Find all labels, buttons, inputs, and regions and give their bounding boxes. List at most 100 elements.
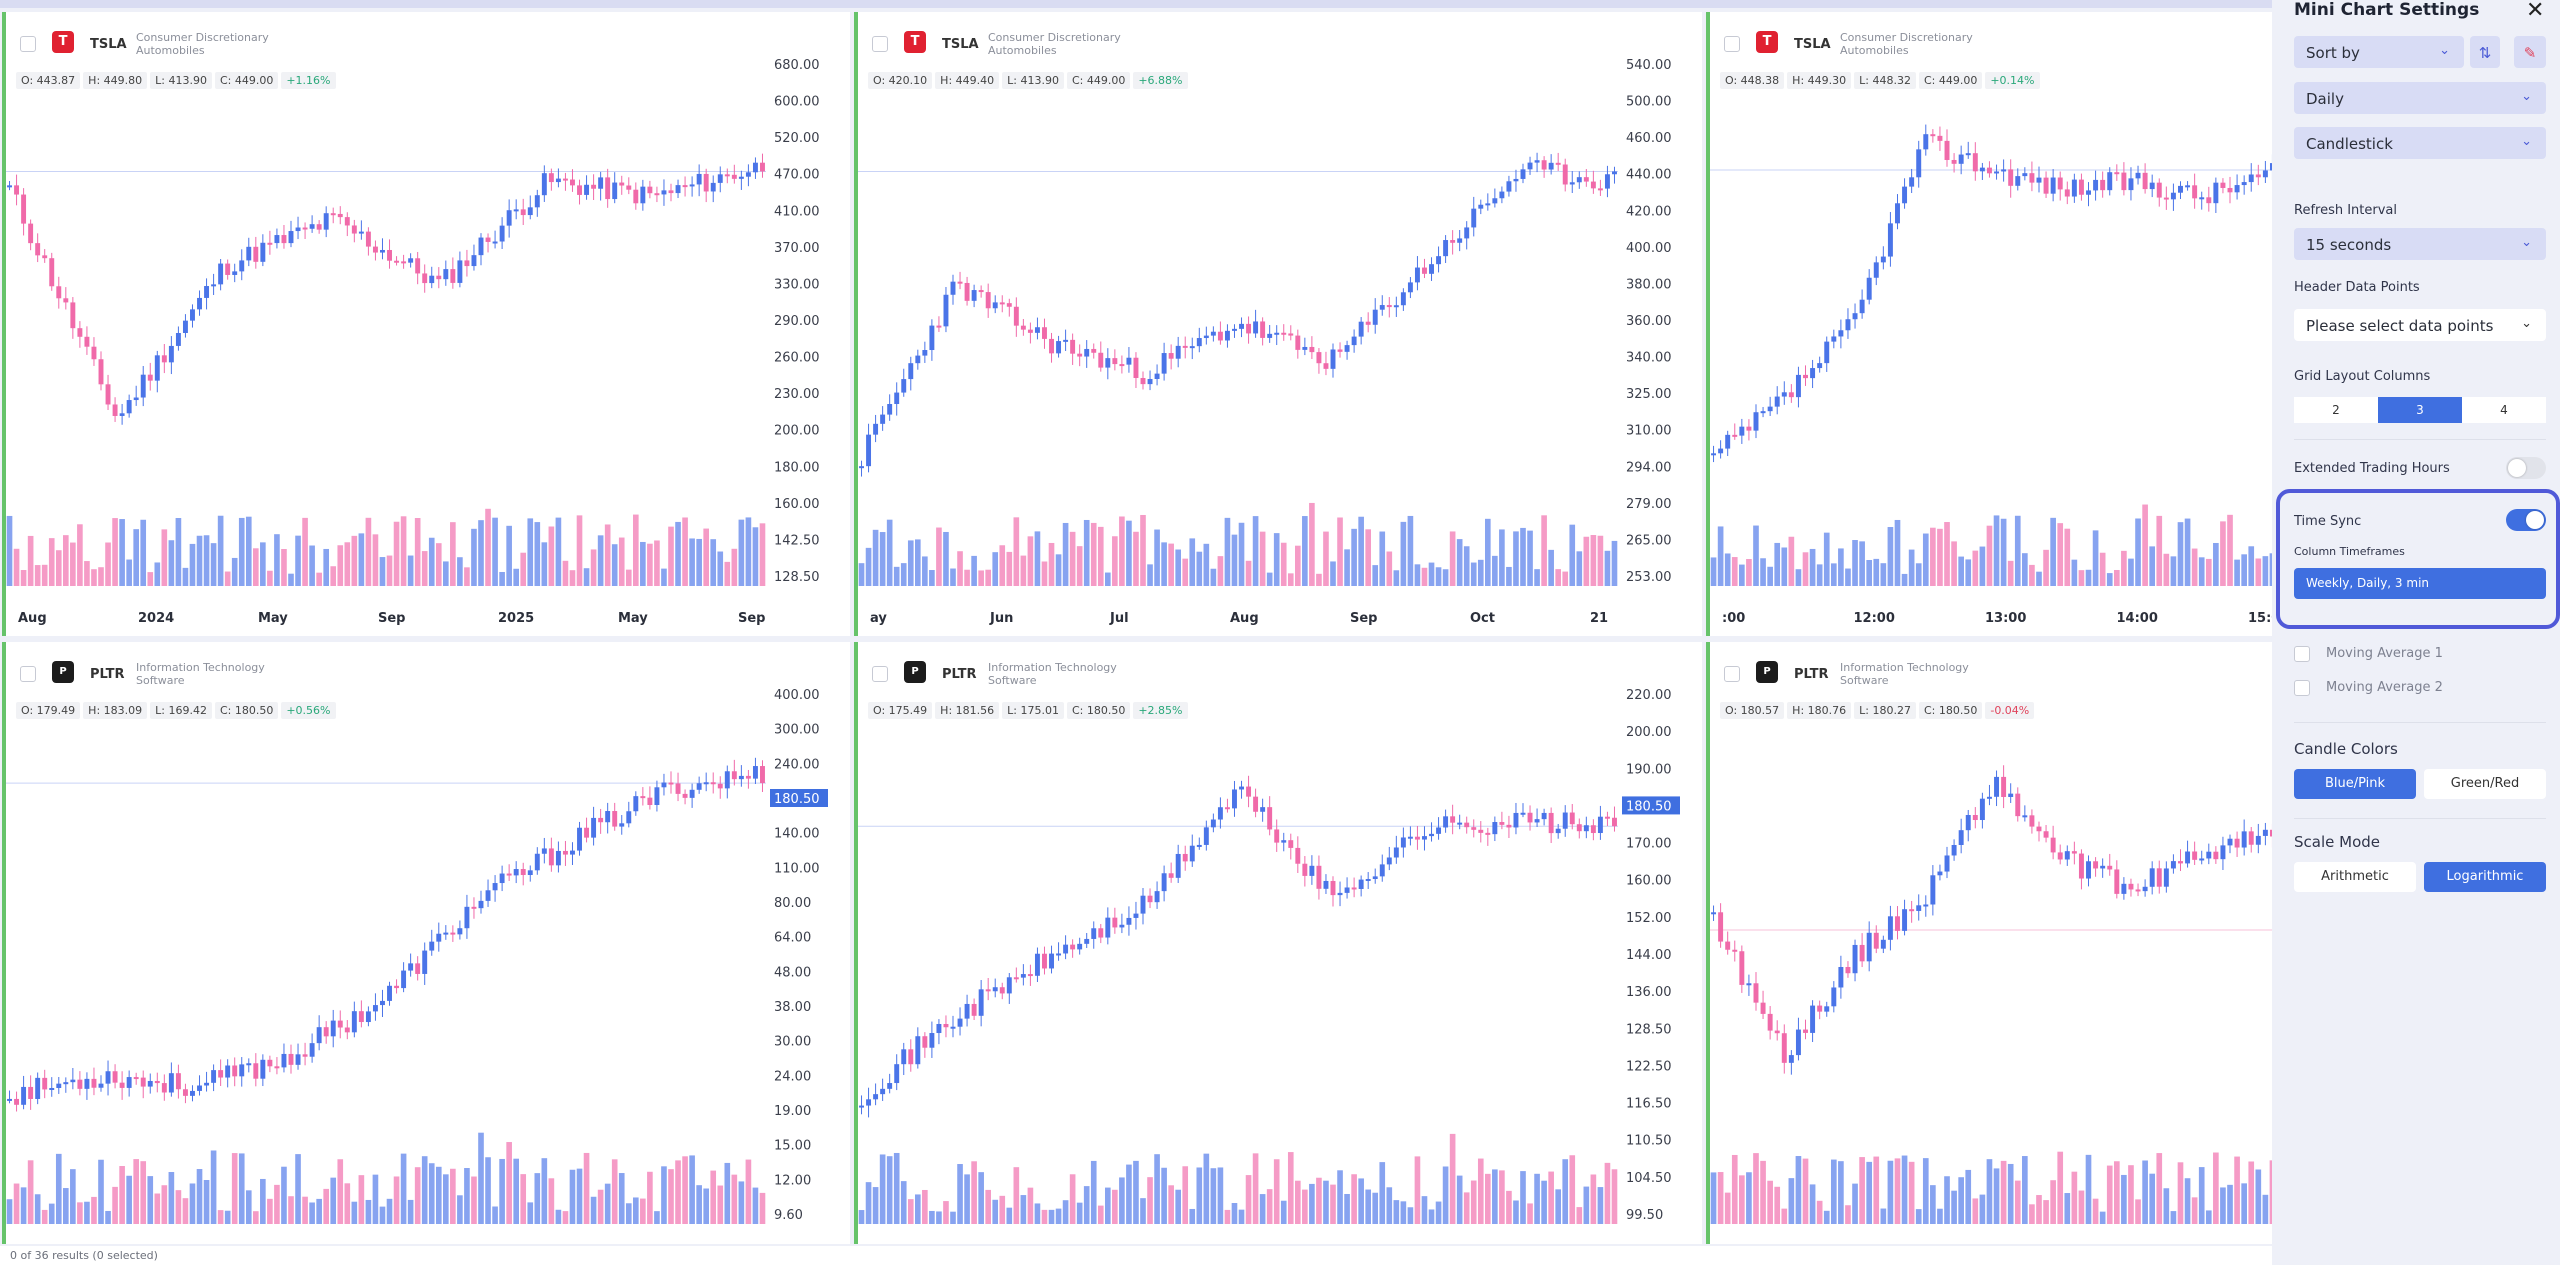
volume-bar	[738, 519, 745, 586]
candle-body	[999, 987, 1005, 994]
volume-bar	[379, 1206, 386, 1224]
ticker-symbol[interactable]: PLTR	[90, 667, 125, 682]
candle-body	[225, 263, 231, 275]
ticker-symbol[interactable]: TSLA	[942, 37, 979, 52]
divider	[2294, 818, 2546, 819]
x-axis-label: 12:00	[1854, 611, 1895, 626]
scale-logarithmic[interactable]: Logarithmic	[2424, 862, 2546, 892]
sort-direction-button[interactable]: ⇅	[2470, 36, 2500, 68]
interval-select[interactable]: Daily ⌄	[2294, 82, 2546, 114]
refresh-interval-select[interactable]: 15 seconds ⌄	[2294, 228, 2546, 260]
mini-chart-panel[interactable]: 680.00 600.00 520.00 470.00 410.00 370.00 330.…	[2, 12, 850, 636]
candle-body	[1386, 857, 1392, 865]
candle-body	[1267, 807, 1273, 830]
sort-by-select[interactable]: Sort by ⌄	[2294, 36, 2464, 68]
mini-chart-panel[interactable]: 540.00 500.00 460.00 440.00 420.00 400.00 380.…	[854, 12, 1702, 636]
volume-bar	[1400, 1201, 1407, 1224]
column-timeframes-select[interactable]: Weekly, Daily, 3 min	[2294, 568, 2546, 599]
volume-bar	[1958, 1177, 1964, 1224]
candle-body	[901, 1049, 907, 1065]
volume-bar	[1993, 1168, 2000, 1224]
volume-bar	[1604, 1162, 1611, 1224]
candle-body	[77, 328, 83, 337]
candlestick-chart[interactable]: 680.00 600.00 520.00 470.00 410.00 370.00 330.…	[6, 12, 850, 636]
candle-body	[2206, 197, 2212, 204]
ticker-symbol[interactable]: TSLA	[90, 37, 127, 52]
candle-body	[1429, 833, 1434, 837]
candlestick-chart[interactable]: 540.00 500.00 460.00 440.00 420.00 400.00 380.…	[858, 12, 1702, 636]
volume-bar	[400, 516, 407, 586]
volume-bar	[717, 1185, 724, 1224]
mini-chart-panel[interactable]: 220.00 200.00 190.00 180.50 170.00 160.00 152.…	[854, 642, 1702, 1244]
y-axis-label: 38.00	[774, 1000, 811, 1015]
candlestick-chart[interactable]	[1710, 642, 2272, 1244]
volume-bar	[1908, 549, 1915, 586]
ticker-symbol[interactable]: PLTR	[1794, 667, 1829, 682]
candle-body	[612, 811, 618, 827]
header-data-points-label: Header Data Points	[2294, 280, 2420, 295]
candle-body	[1604, 816, 1610, 819]
candle-body	[246, 246, 252, 261]
candle-body	[513, 209, 519, 212]
candle-body	[77, 1079, 83, 1089]
candle-body	[1746, 983, 1752, 986]
clear-sort-button[interactable]: ✎	[2514, 36, 2546, 68]
grid-option-3[interactable]: 3	[2378, 397, 2462, 423]
volume-bar	[2198, 1167, 2205, 1224]
y-axis-label: 24.00	[774, 1069, 811, 1084]
select-checkbox[interactable]	[20, 666, 36, 682]
ticker-symbol[interactable]: PLTR	[942, 667, 977, 682]
volume-bar	[1753, 525, 1759, 586]
open-value: O: 443.87	[16, 72, 81, 89]
candlestick-chart[interactable]: 220.00 200.00 190.00 180.50 170.00 160.00 152.…	[858, 642, 1702, 1244]
candle-body	[1006, 977, 1012, 994]
select-checkbox[interactable]	[20, 36, 36, 52]
candle-body	[365, 231, 371, 247]
volume-bar	[2078, 1190, 2085, 1224]
mini-chart-panel[interactable]: P PLTR Information Technology Software O: 18…	[1706, 642, 2272, 1244]
volume-bar	[1562, 1159, 1569, 1224]
select-checkbox[interactable]	[1724, 36, 1740, 52]
candle-body	[1133, 913, 1139, 918]
ohlc-bar: O: 179.49 H: 183.09 L: 169.42 C: 180.50 +0.5…	[16, 702, 339, 720]
header-data-points-select[interactable]: Please select data points ⌄	[2294, 309, 2546, 341]
candle-body	[295, 1054, 301, 1065]
candle-body	[1824, 1006, 1830, 1012]
mini-chart-panel[interactable]: 400.00 300.00 240.00 180.50 140.00 110.00 80.0…	[2, 642, 850, 1244]
volume-bar	[1182, 558, 1189, 586]
ticker-symbol[interactable]: TSLA	[1794, 37, 1831, 52]
select-checkbox[interactable]	[872, 666, 888, 682]
volume-bar	[1724, 1192, 1731, 1224]
grid-option-4[interactable]: 4	[2462, 397, 2546, 423]
candle-colors-green-red[interactable]: Green/Red	[2424, 769, 2546, 799]
volume-bar	[1576, 551, 1583, 586]
candle-body	[450, 932, 456, 935]
candlestick-chart[interactable]: 400.00 300.00 240.00 180.50 140.00 110.00 80.0…	[6, 642, 850, 1244]
candle-body	[1140, 377, 1146, 385]
select-checkbox[interactable]	[872, 36, 888, 52]
volume-bar	[1915, 1209, 1922, 1224]
volume-bar	[450, 522, 456, 586]
chart-style-select[interactable]: Candlestick ⌄	[2294, 127, 2546, 159]
candle-body	[450, 269, 456, 283]
divider	[2294, 439, 2546, 440]
grid-option-2[interactable]: 2	[2294, 397, 2378, 423]
candle-colors-blue-pink[interactable]: Blue/Pink	[2294, 769, 2416, 799]
volume-bar	[112, 1186, 118, 1224]
close-icon[interactable]: ✕	[2526, 0, 2545, 23]
select-checkbox[interactable]	[1724, 666, 1740, 682]
candle-body	[126, 1077, 132, 1088]
volume-bar	[372, 534, 379, 586]
price-tag: 180.50	[1626, 799, 1672, 814]
candle-body	[1866, 932, 1872, 962]
candle-body	[1951, 159, 1957, 164]
scale-arithmetic[interactable]: Arithmetic	[2294, 862, 2416, 892]
time-sync-toggle[interactable]	[2506, 509, 2546, 531]
volume-bar	[2106, 1165, 2113, 1224]
extended-hours-toggle[interactable]	[2506, 457, 2546, 479]
candle-body	[211, 284, 217, 287]
candlestick-chart[interactable]: :00 12:00 13:00 14:00 15:00	[1710, 12, 2272, 636]
mini-chart-panel[interactable]: :00 12:00 13:00 14:00 15:00 T TSLA Consumer Dis…	[1706, 12, 2272, 636]
volume-bar	[1823, 1210, 1830, 1224]
candle-body	[682, 185, 688, 188]
